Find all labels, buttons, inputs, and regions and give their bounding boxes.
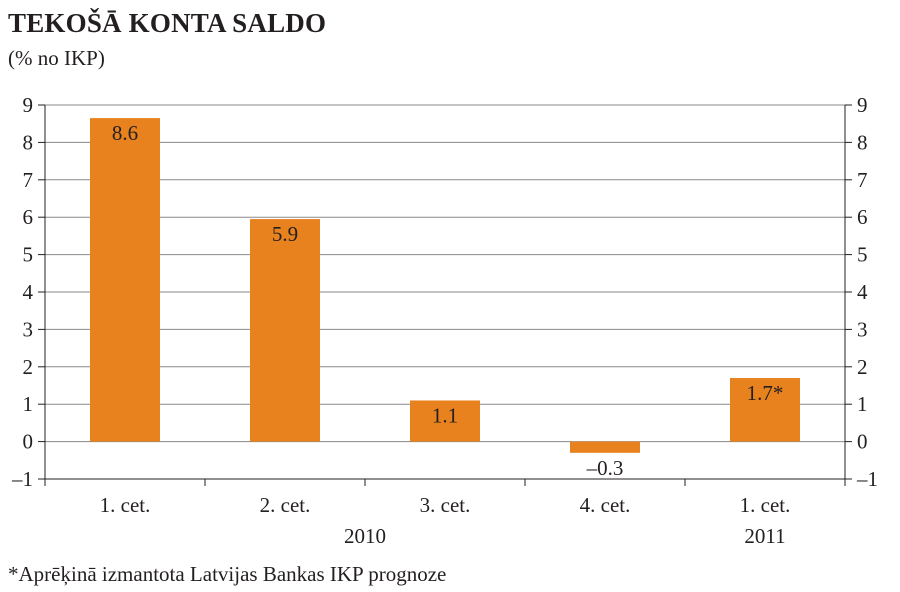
- y-tick-label-right: 2: [857, 355, 868, 379]
- y-tick-label-right: 8: [857, 130, 868, 154]
- y-tick-label-right: 7: [857, 168, 868, 192]
- bar-value-label: –0.3: [586, 456, 624, 480]
- y-tick-label-left: 1: [23, 392, 34, 416]
- y-tick-label-left: –1: [11, 467, 33, 491]
- chart-title: TEKOŠĀ KONTA SALDO: [8, 8, 327, 38]
- x-group-label: 2010: [344, 524, 386, 548]
- y-tick-label-left: 9: [23, 93, 34, 117]
- x-tick-label: 1. cet.: [740, 493, 791, 517]
- y-tick-label-left: 7: [23, 168, 34, 192]
- bar: [730, 378, 800, 442]
- bar: [570, 441, 640, 453]
- y-tick-label-right: 3: [857, 317, 868, 341]
- x-tick-label: 4. cet.: [580, 493, 631, 517]
- y-tick-label-left: 4: [23, 280, 34, 304]
- y-tick-label-right: 1: [857, 392, 868, 416]
- chart-footnote: *Aprēķinā izmantota Latvijas Bankas IKP …: [8, 562, 447, 586]
- bar-value-label: 8.6: [112, 121, 138, 145]
- bar-value-label: 1.7*: [747, 381, 784, 405]
- y-tick-label-right: –1: [856, 467, 878, 491]
- bar-value-label: 1.1: [432, 403, 458, 427]
- y-tick-label-left: 6: [23, 205, 34, 229]
- y-tick-label-left: 5: [23, 243, 34, 267]
- y-tick-label-right: 5: [857, 243, 868, 267]
- x-tick-label: 3. cet.: [420, 493, 471, 517]
- bar-value-label: 5.9: [272, 222, 298, 246]
- x-tick-label: 1. cet.: [100, 493, 151, 517]
- x-group-label: 2011: [744, 524, 785, 548]
- y-tick-label-left: 8: [23, 130, 34, 154]
- y-tick-label-left: 2: [23, 355, 34, 379]
- y-tick-label-right: 4: [857, 280, 868, 304]
- y-tick-label-right: 0: [857, 430, 868, 454]
- bar: [250, 219, 320, 442]
- y-tick-label-right: 6: [857, 205, 868, 229]
- y-tick-label-right: 9: [857, 93, 868, 117]
- bar: [90, 118, 160, 442]
- x-tick-label: 2. cet.: [260, 493, 311, 517]
- y-tick-label-left: 0: [23, 430, 34, 454]
- chart-subtitle: (% no IKP): [8, 46, 105, 70]
- bar: [410, 400, 480, 442]
- y-tick-label-left: 3: [23, 317, 34, 341]
